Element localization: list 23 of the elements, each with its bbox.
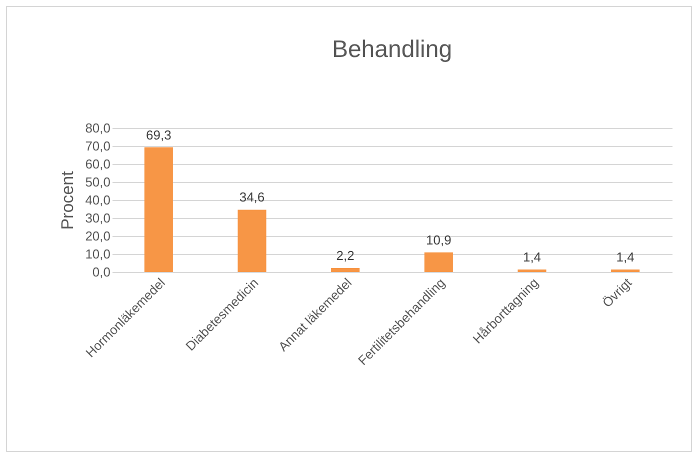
data-label: 1,4	[616, 249, 634, 264]
y-axis-title: Procent	[58, 170, 78, 230]
bar	[238, 210, 266, 272]
bar	[611, 269, 640, 272]
y-tick-label: 80,0	[85, 120, 110, 136]
y-tick-label: 20,0	[85, 228, 110, 244]
y-tick-label: 60,0	[85, 156, 110, 172]
y-tick-label: 50,0	[85, 174, 110, 190]
y-tick-label: 10,0	[85, 246, 110, 262]
bar	[331, 268, 360, 272]
data-label: 34,6	[239, 190, 265, 205]
data-label: 2,2	[336, 248, 354, 264]
data-label: 69,3	[146, 127, 172, 142]
bar	[144, 147, 173, 272]
y-tick-label: 30,0	[85, 210, 110, 226]
chart-title: Behandling	[332, 36, 452, 63]
bar	[424, 252, 453, 272]
data-label: 1,4	[522, 249, 542, 264]
y-tick-label: 40,0	[85, 192, 110, 208]
bar	[518, 269, 546, 272]
data-label: 10,9	[426, 232, 452, 248]
y-tick-label: 70,0	[85, 138, 110, 154]
y-tick-label: 0,0	[92, 264, 110, 280]
